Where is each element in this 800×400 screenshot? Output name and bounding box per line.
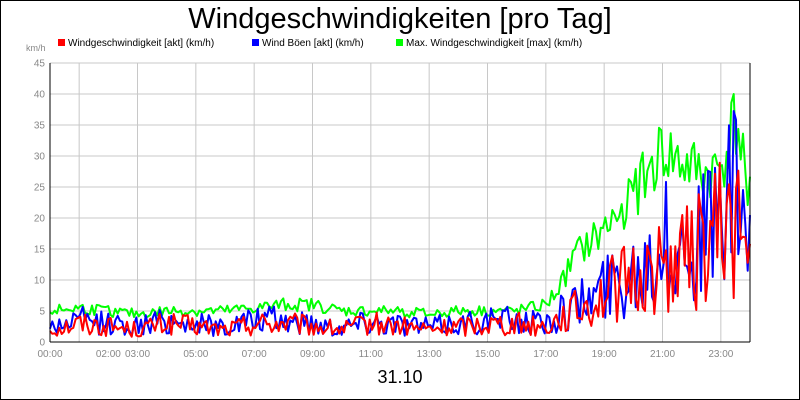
series-speed <box>49 161 751 338</box>
x-tick-label: 02:00 <box>96 349 121 360</box>
chart-title: Windgeschwindigkeiten [pro Tag] <box>188 3 612 35</box>
y-tick-label: 20 <box>34 214 46 225</box>
x-tick-label: 07:00 <box>242 349 267 360</box>
series-gusts <box>49 110 751 337</box>
x-tick-label: 00:00 <box>37 349 62 360</box>
legend-swatch-max <box>396 38 403 46</box>
y-tick-label: 15 <box>34 245 46 256</box>
y-axis-unit: km/h <box>26 43 46 53</box>
legend-item-max: Max. Windgeschwindigkeit [max] (km/h) <box>396 38 582 50</box>
legend-label-max: Max. Windgeschwindigkeit [max] (km/h) <box>406 38 583 49</box>
x-tick-label: 23:00 <box>708 349 733 360</box>
series-max <box>49 93 751 319</box>
x-tick-label: 09:00 <box>300 349 325 360</box>
axes <box>49 63 751 343</box>
x-tick-label: 11:00 <box>359 349 384 360</box>
y-tick-label: 40 <box>34 90 46 101</box>
x-tick-label: 19:00 <box>592 349 617 360</box>
y-tick-label: 30 <box>34 152 46 163</box>
x-tick-label: 03:00 <box>125 349 150 360</box>
y-tick-label: 10 <box>34 276 46 287</box>
x-tick-label: 15:00 <box>475 349 500 360</box>
x-tick-label: 17:00 <box>533 349 558 360</box>
x-axis-date: 31.10 <box>377 367 423 387</box>
y-tick-label: 0 <box>39 338 45 349</box>
legend-item-gusts: Wind Böen [akt] (km/h) <box>252 38 364 50</box>
y-tick-label: 25 <box>34 183 46 194</box>
x-tick-label: 13:00 <box>417 349 442 360</box>
y-tick-label: 35 <box>34 121 46 132</box>
legend-label-speed: Windgeschwindigkeit [akt] (km/h) <box>68 38 215 49</box>
y-tick-label: 5 <box>39 307 45 318</box>
x-tick-label: 21:00 <box>650 349 675 360</box>
plot-area <box>50 63 750 342</box>
series-group <box>49 93 751 338</box>
y-tick-label: 45 <box>34 59 46 70</box>
legend-swatch-gusts <box>252 38 259 46</box>
x-tick-label: 05:00 <box>183 349 208 360</box>
y-tick-labels: 0 5 10 15 20 25 30 35 40 45 <box>34 59 46 349</box>
x-tick-labels: 00:00 02:00 03:00 05:00 07:00 09:00 11:00 13:00… <box>37 349 733 360</box>
legend-label-gusts: Wind Böen [akt] (km/h) <box>262 38 364 49</box>
legend-item-speed: Windgeschwindigkeit [akt] (km/h) <box>58 38 214 50</box>
legend-swatch-speed <box>58 38 65 46</box>
